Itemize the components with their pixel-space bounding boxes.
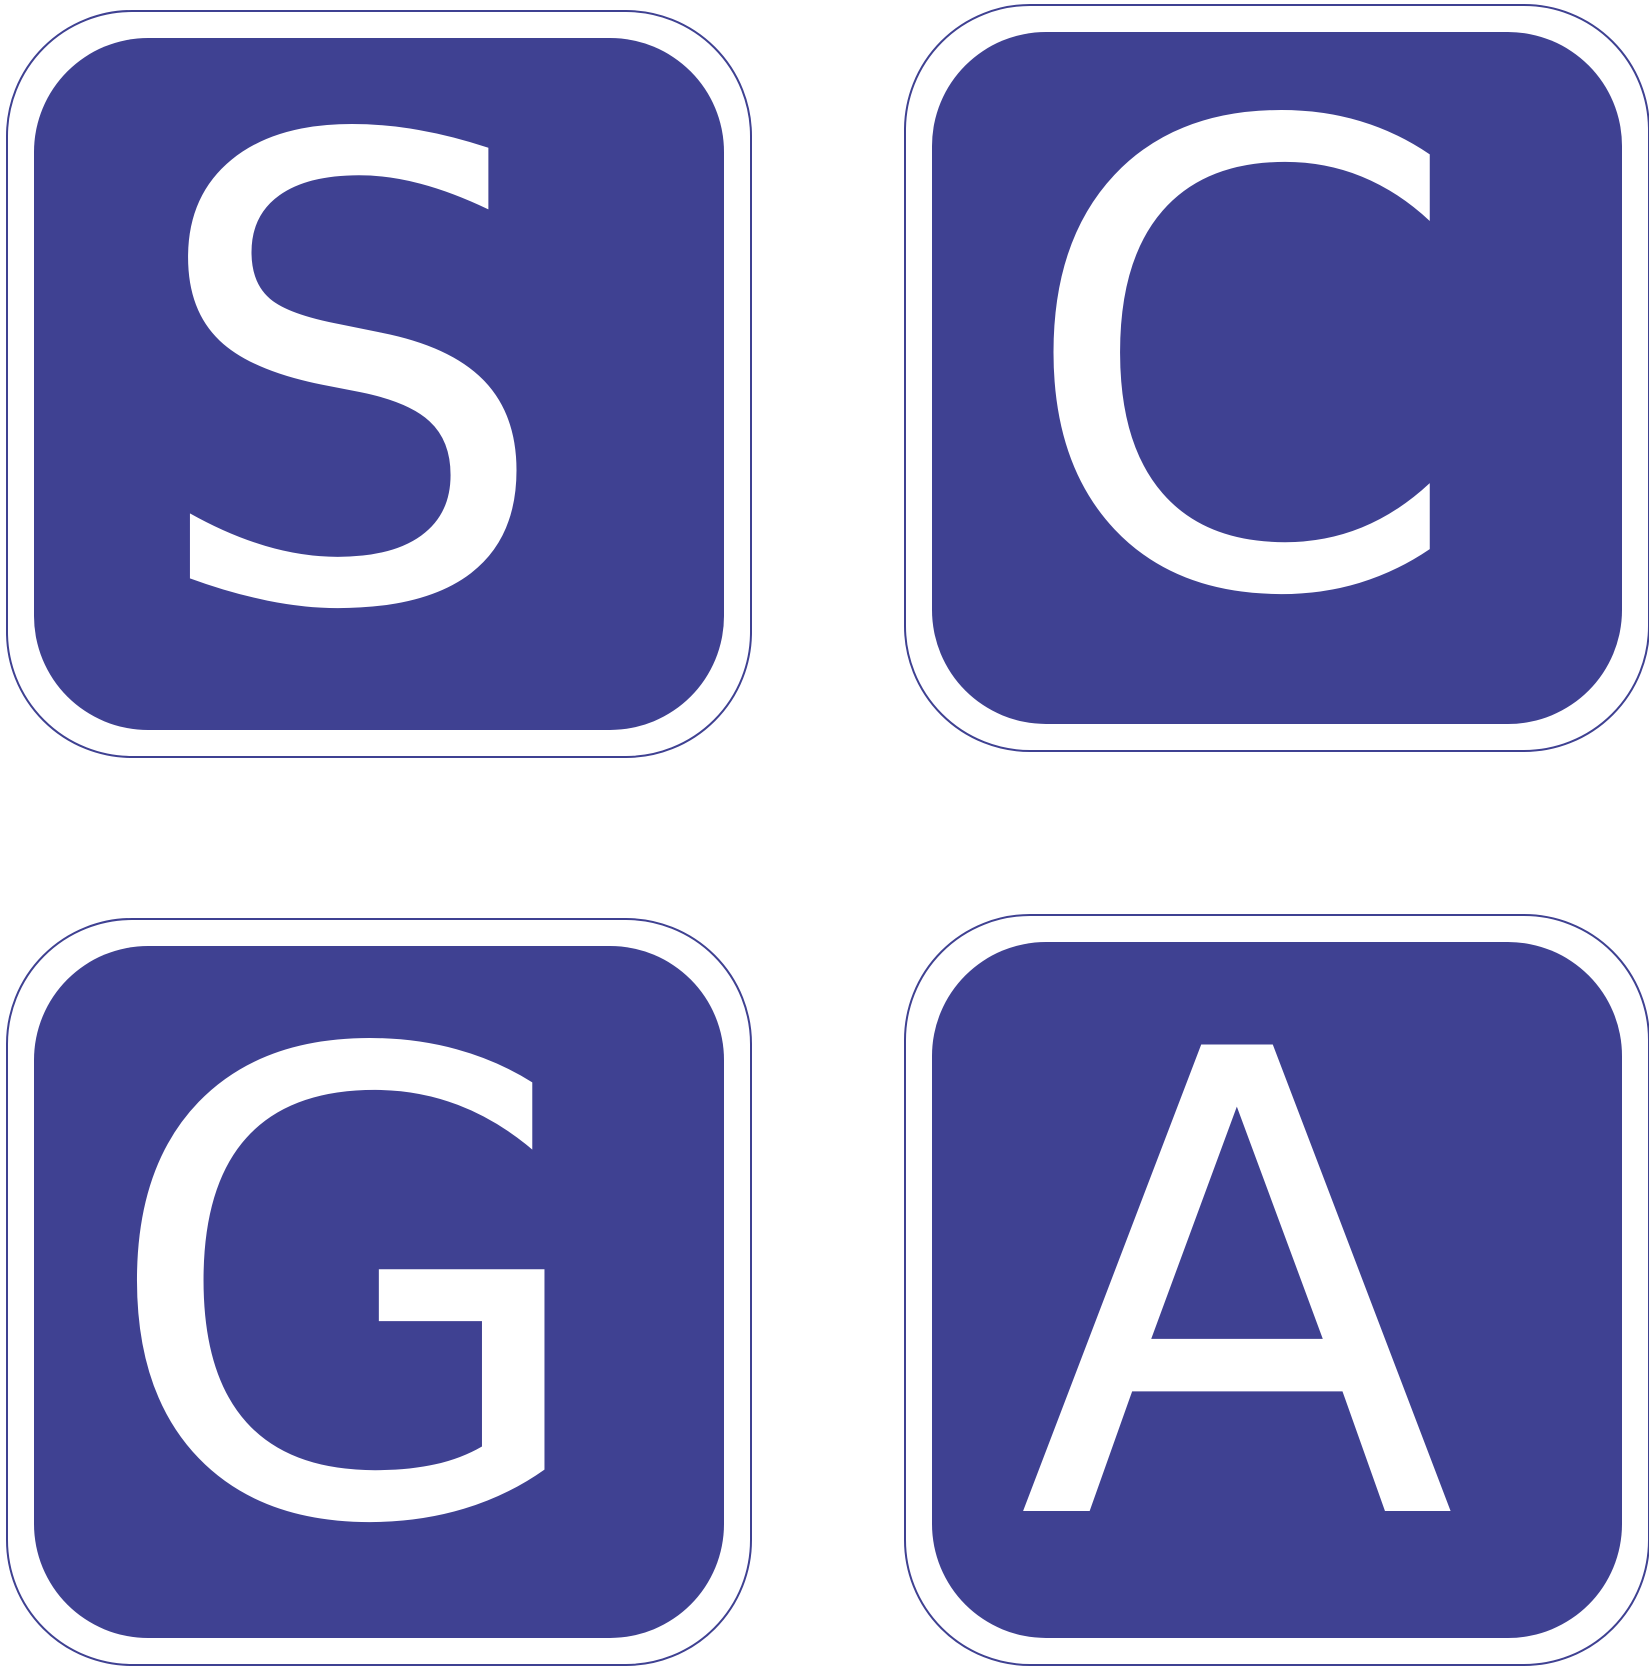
logo-letter-g: G (101, 946, 597, 1638)
logo-tile-g-fill: G (34, 946, 724, 1638)
logo-letter-s: S (145, 38, 553, 730)
logo-letter-c: C (1017, 32, 1465, 724)
logo-tile-c-fill: C (932, 32, 1622, 724)
logo-tile-g: G (6, 918, 752, 1666)
logo-tile-c: C (904, 4, 1649, 752)
logo-tile-s: S (6, 10, 752, 758)
logo-tile-a: A (904, 914, 1649, 1666)
logo-tile-a-fill: A (932, 942, 1622, 1638)
logo-letter-a: A (1018, 942, 1456, 1638)
logo-tile-s-fill: S (34, 38, 724, 730)
